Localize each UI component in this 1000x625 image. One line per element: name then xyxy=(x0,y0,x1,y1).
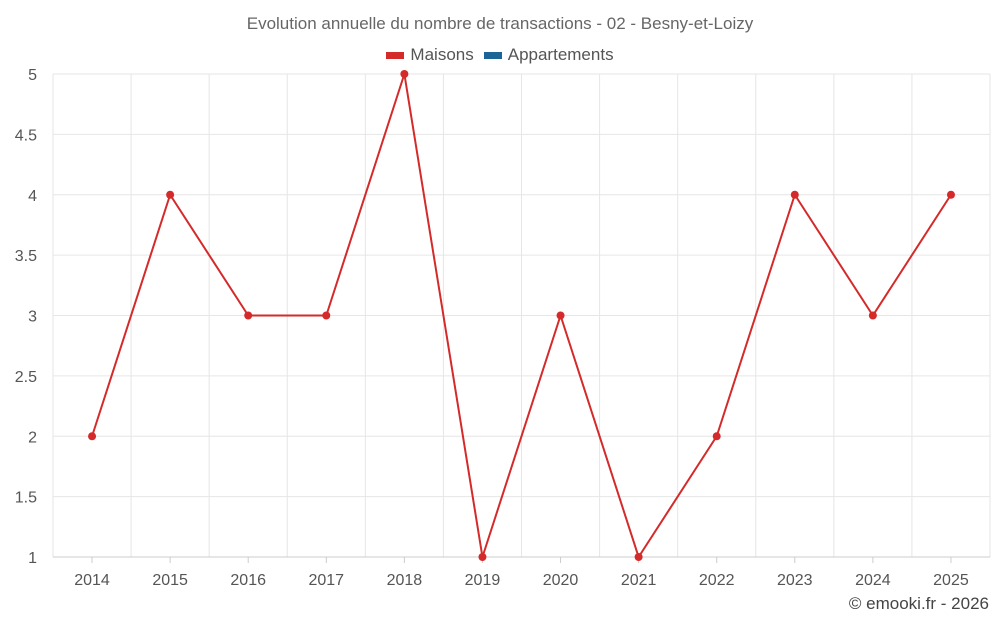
data-point xyxy=(946,190,955,199)
data-point xyxy=(634,553,643,561)
data-point xyxy=(556,311,565,320)
legend-swatch-maisons xyxy=(386,51,405,59)
x-tick-label: 2018 xyxy=(387,572,423,589)
y-tick-label: 3.5 xyxy=(15,248,37,265)
x-tick-label: 2020 xyxy=(543,572,579,589)
y-tick-label: 4 xyxy=(28,188,37,205)
y-tick-label: 3 xyxy=(28,309,37,326)
y-tick-label: 1 xyxy=(28,550,37,567)
x-tick-label: 2017 xyxy=(308,572,344,589)
legend-item-appartements[interactable]: Appartements xyxy=(483,45,614,65)
series-line-maisons xyxy=(91,73,952,558)
data-point xyxy=(868,311,877,320)
data-point xyxy=(322,311,331,320)
data-point xyxy=(166,190,175,199)
chart-title: Evolution annuelle du nombre de transact… xyxy=(246,14,754,33)
data-point xyxy=(478,553,487,561)
legend-swatch-appartements xyxy=(483,51,502,59)
credit-text: © emooki.fr - 2026 xyxy=(848,594,989,613)
legend-item-maisons[interactable]: Maisons xyxy=(386,45,474,65)
data-point xyxy=(400,70,409,78)
x-tick-label: 2014 xyxy=(74,572,110,589)
x-tick-label: 2016 xyxy=(230,572,266,589)
x-tick-label: 2024 xyxy=(855,572,891,589)
x-tick-label: 2025 xyxy=(933,572,969,589)
x-tick-label: 2021 xyxy=(621,572,657,589)
y-tick-label: 4.5 xyxy=(15,127,37,144)
data-point xyxy=(712,432,721,441)
y-tick-label: 2.5 xyxy=(15,369,37,386)
x-tick-label: 2015 xyxy=(152,572,188,589)
legend-label-appartements: Appartements xyxy=(507,45,614,64)
y-tick-label: 2 xyxy=(28,429,37,446)
y-tick-label: 1.5 xyxy=(15,490,37,507)
data-point xyxy=(244,311,253,320)
y-tick-label: 5 xyxy=(28,67,37,84)
x-tick-label: 2022 xyxy=(699,572,735,589)
x-tick-label: 2023 xyxy=(777,572,813,589)
legend-label-maisons: Maisons xyxy=(410,45,474,64)
legend: Maisons Appartements xyxy=(0,45,1000,65)
x-tick-label: 2019 xyxy=(465,572,501,589)
data-point xyxy=(790,190,799,199)
data-point xyxy=(88,432,97,441)
